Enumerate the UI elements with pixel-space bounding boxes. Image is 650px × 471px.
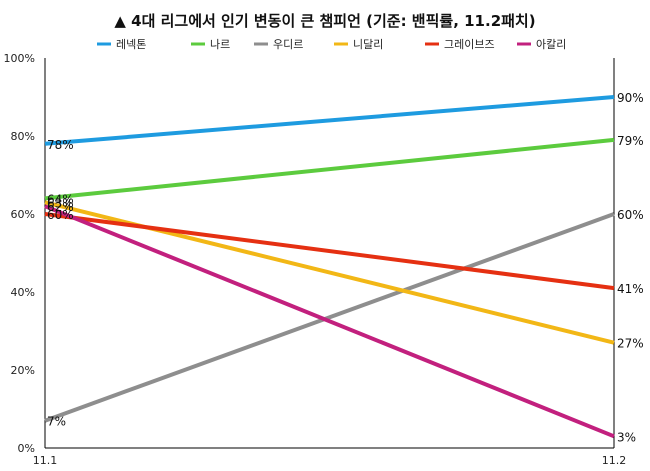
y-tick-label: 60% — [11, 208, 35, 221]
data-label: 27% — [617, 337, 644, 351]
x-tick-label: 11.1 — [33, 454, 58, 467]
legend-item: 그레이브즈 — [425, 38, 495, 51]
y-tick-label: 40% — [11, 286, 35, 299]
y-tick-label: 0% — [18, 442, 35, 455]
legend-item: 우디르 — [254, 38, 303, 51]
data-label: 41% — [617, 282, 644, 296]
data-label: 64% — [47, 192, 74, 206]
legend-item: 레넥톤 — [97, 38, 146, 51]
legend-item: 나르 — [191, 38, 230, 51]
series-line — [44, 137, 615, 201]
data-label: 60% — [617, 208, 644, 222]
legend-label: 아칼리 — [536, 38, 566, 51]
data-label: 79% — [617, 134, 644, 148]
legend-label: 그레이브즈 — [444, 38, 495, 51]
y-tick-label: 100% — [4, 52, 35, 65]
data-label: 3% — [617, 430, 636, 444]
legend-label: 니달리 — [353, 38, 383, 51]
series-line — [44, 212, 615, 291]
series-line — [44, 95, 615, 146]
chart-title: ▲ 4대 리그에서 인기 변동이 큰 챔피언 (기준: 밴픽률, 11.2패치) — [114, 12, 535, 30]
y-tick-label: 80% — [11, 130, 35, 143]
data-label: 60% — [47, 208, 74, 222]
data-label: 90% — [617, 91, 644, 105]
data-labels: 78%90%64%79%7%60%63%27%60%41%62%3% — [47, 91, 644, 444]
legend-label: 나르 — [210, 38, 230, 51]
series-lines — [44, 95, 615, 439]
axes: 0% 20% 40% 60% 80% 100% 11.1 11.2 — [4, 52, 627, 467]
series-line — [44, 204, 615, 439]
data-label: 7% — [47, 415, 66, 429]
legend-item: 아칼리 — [517, 38, 566, 51]
y-tick-label: 20% — [11, 364, 35, 377]
x-tick-label: 11.2 — [602, 454, 627, 467]
data-label: 63% — [47, 196, 74, 210]
legend: 레넥톤 나르 우디르 니달리 그레이브즈 아칼리 — [97, 38, 566, 51]
series-line — [44, 212, 615, 423]
legend-label: 레넥톤 — [116, 38, 146, 51]
data-label: 78% — [47, 138, 74, 152]
legend-item: 니달리 — [334, 38, 383, 51]
legend-label: 우디르 — [273, 38, 303, 51]
data-label: 62% — [47, 200, 74, 214]
